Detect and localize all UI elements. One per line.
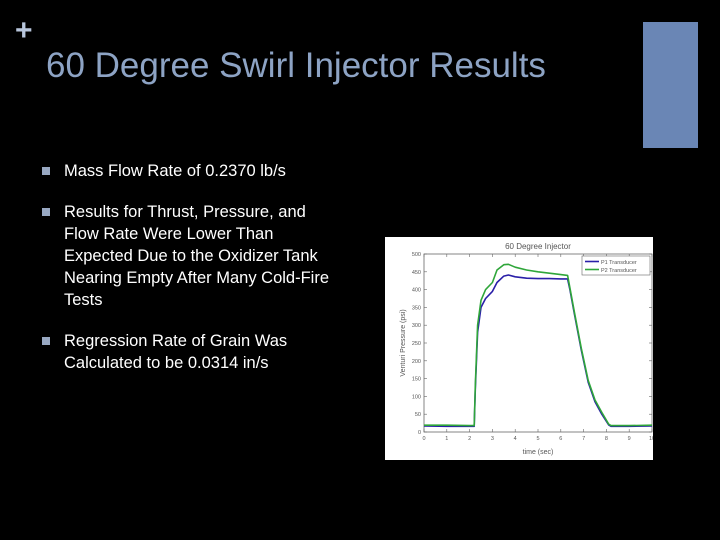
legend-p2: P2 Transducer: [601, 268, 637, 274]
y-tick-label: 400: [412, 288, 421, 294]
bullet-text: Results for Thrust, Pressure, and Flow R…: [64, 203, 330, 309]
y-tick-label: 100: [412, 394, 421, 400]
x-tick-label: 8: [605, 436, 608, 442]
y-axis-label: Venturi Pressure (psi): [400, 309, 407, 376]
y-tick-label: 300: [412, 323, 421, 329]
bullet-item: Results for Thrust, Pressure, and Flow R…: [40, 201, 340, 311]
x-tick-label: 3: [491, 436, 494, 442]
y-tick-label: 150: [412, 377, 421, 383]
x-tick-label: 1: [445, 436, 448, 442]
y-tick-label: 350: [412, 305, 421, 311]
chart-series: [423, 263, 653, 428]
x-tick-label: 7: [582, 436, 585, 442]
bullet-list: Mass Flow Rate of 0.2370 lb/s Results fo…: [40, 160, 340, 393]
series-line-2: [424, 263, 653, 427]
bullet-item: Regression Rate of Grain Was Calculated …: [40, 330, 340, 374]
x-axis-label: time (sec): [523, 449, 554, 456]
bullet-item: Mass Flow Rate of 0.2370 lb/s: [40, 160, 340, 182]
x-tick-label: 2: [468, 436, 471, 442]
chart-title: 60 Degree Injector: [505, 242, 571, 251]
bullet-square-icon: [42, 167, 50, 175]
bullet-square-icon: [42, 208, 50, 216]
x-tick-label: 0: [422, 436, 425, 442]
slide-marker: +: [15, 14, 33, 47]
y-tick-label: 50: [415, 412, 421, 418]
bullet-square-icon: [42, 337, 50, 345]
x-tick-label: 9: [628, 436, 631, 442]
bullet-text: Mass Flow Rate of 0.2370 lb/s: [64, 162, 286, 180]
pressure-chart: 60 Degree Injector 012345678910050100150…: [385, 237, 653, 460]
slide-title: 60 Degree Swirl Injector Results: [46, 46, 546, 85]
x-tick-label: 5: [536, 436, 539, 442]
y-tick-label: 450: [412, 270, 421, 276]
bullet-text: Regression Rate of Grain Was Calculated …: [64, 332, 288, 372]
y-tick-label: 0: [418, 430, 421, 436]
chart-legend: P1 Transducer P2 Transducer: [581, 255, 651, 276]
x-tick-label: 10: [649, 436, 653, 442]
y-tick-label: 250: [412, 341, 421, 347]
y-tick-label: 200: [412, 359, 421, 365]
legend-p1: P1 Transducer: [601, 260, 637, 266]
x-tick-label: 6: [559, 436, 562, 442]
accent-bar: [643, 22, 698, 148]
plot-area: [423, 253, 653, 433]
x-tick-label: 4: [514, 436, 517, 442]
y-tick-label: 500: [412, 252, 421, 258]
